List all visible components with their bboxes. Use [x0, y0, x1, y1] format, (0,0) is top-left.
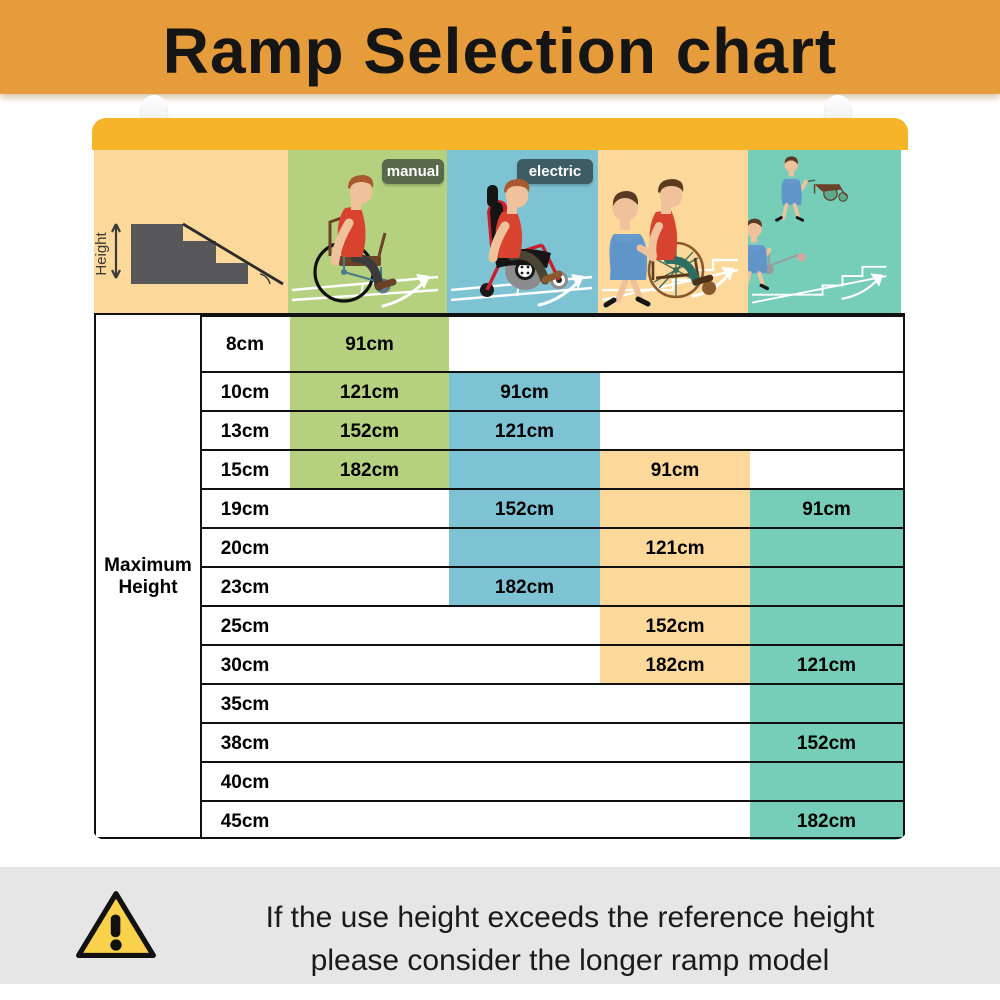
svg-text:Height: Height: [94, 231, 110, 275]
